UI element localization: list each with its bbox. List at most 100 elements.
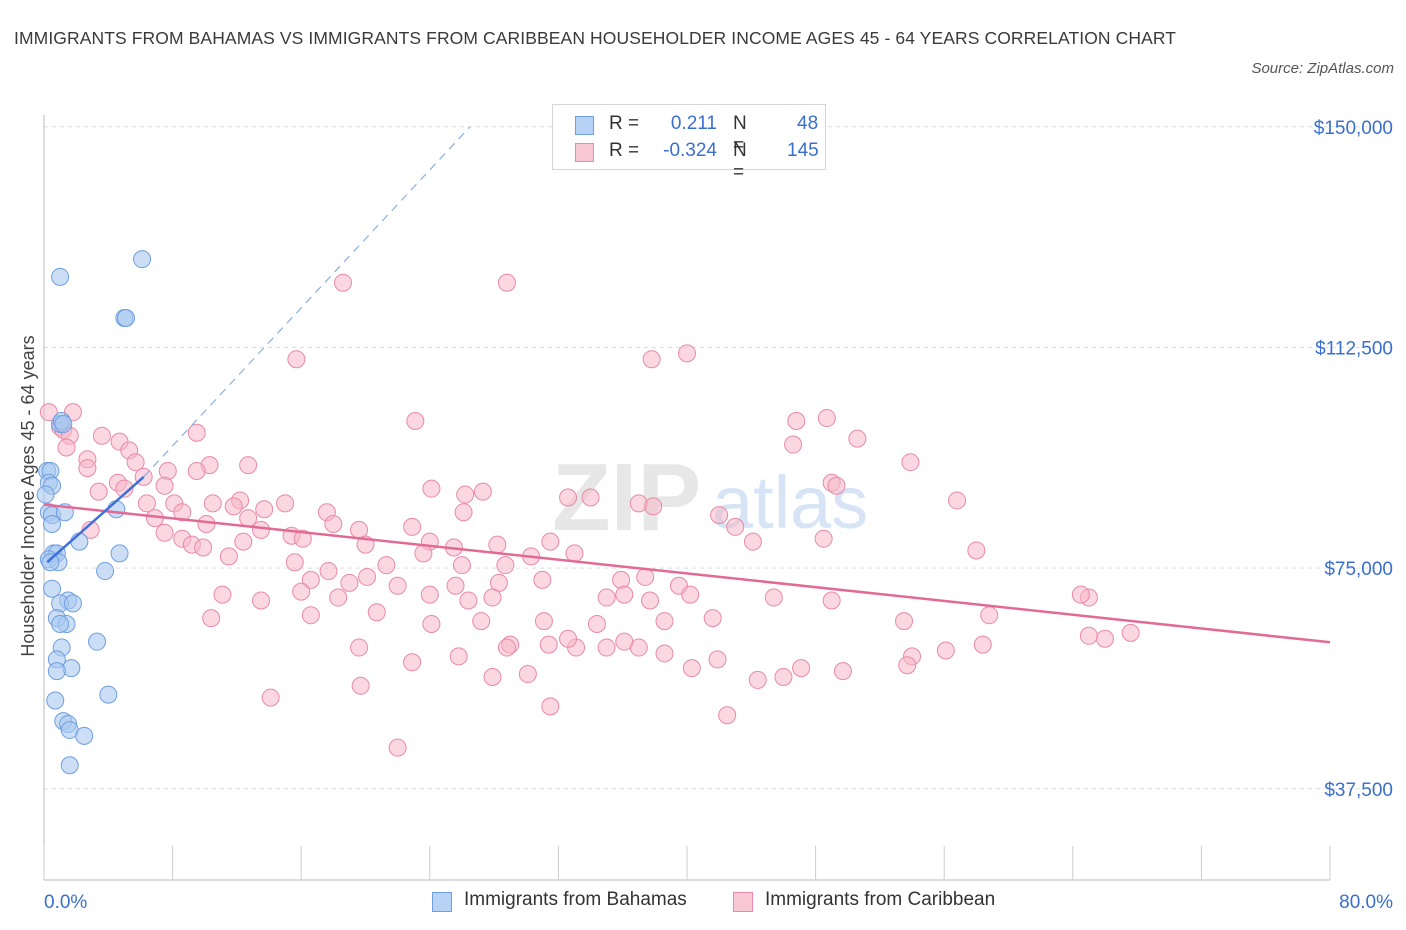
caribbean-point [898, 656, 917, 675]
caribbean-point [472, 612, 491, 631]
bahamas-point [54, 414, 73, 433]
caribbean-point [173, 503, 192, 522]
bahamas-point [75, 726, 94, 745]
caribbean-point [539, 635, 558, 654]
y-tick-label: $75,000 [1324, 559, 1393, 580]
caribbean-point [792, 659, 811, 678]
y-tick-label: $112,500 [1315, 338, 1393, 359]
caribbean-point [565, 544, 584, 563]
legend-n-label: N = [733, 113, 747, 156]
legend-n-value: 48 [797, 113, 819, 134]
caribbean-point [449, 647, 468, 666]
bahamas-point [70, 532, 89, 551]
bahamas-point [51, 267, 70, 286]
caribbean-point [351, 676, 370, 695]
caribbean-point [158, 462, 177, 481]
caribbean-point [239, 456, 258, 475]
caribbean-point [333, 273, 352, 292]
caribbean-point [488, 535, 507, 554]
bahamas-point [46, 691, 65, 710]
caribbean-point [764, 588, 783, 607]
caribbean-point [1071, 585, 1090, 604]
caribbean-point [597, 588, 616, 607]
caribbean-point [936, 641, 955, 660]
caribbean-point [350, 638, 369, 657]
bahamas-point [41, 553, 60, 572]
bahamas-point [63, 594, 82, 613]
caribbean-point [292, 582, 311, 601]
caribbean-point [324, 514, 343, 533]
caribbean-point [213, 585, 232, 604]
caribbean-point [252, 520, 271, 539]
caribbean-point [718, 706, 737, 725]
bahamas-swatch [575, 116, 594, 135]
bahamas-points [36, 250, 152, 775]
caribbean-point [202, 609, 221, 628]
caribbean-point [406, 412, 425, 430]
caribbean-point [403, 517, 422, 536]
bahamas-swatch [432, 892, 452, 912]
caribbean-point [682, 659, 701, 678]
caribbean-point [533, 570, 552, 589]
caribbean-point [597, 638, 616, 657]
caribbean-point [559, 488, 578, 507]
caribbean-point [454, 503, 473, 522]
caribbean-point [446, 576, 465, 595]
caribbean-point [126, 453, 145, 472]
gridlines [44, 126, 1392, 790]
caribbean-point [276, 494, 295, 513]
caribbean-point [636, 567, 655, 586]
caribbean-point [581, 488, 600, 507]
caribbean-point [534, 612, 553, 631]
caribbean-point [518, 665, 537, 684]
caribbean-point [967, 541, 986, 560]
legend-n-label: N = [733, 140, 747, 183]
caribbean-point [293, 529, 312, 548]
bahamas-trend-extension [143, 126, 471, 478]
caribbean-point [541, 697, 560, 716]
caribbean-point [703, 609, 722, 628]
caribbean-point [367, 603, 386, 622]
caribbean-point [642, 350, 661, 369]
y-axis-title: Householder Income Ages 45 - 64 years [18, 335, 38, 656]
x-tick-label: 80.0% [1339, 892, 1393, 913]
caribbean-point [483, 667, 502, 686]
legend: R = 0.211 N = 48 R = -0.324 N = 145 [552, 104, 826, 183]
caribbean-point [848, 429, 867, 448]
caribbean-point [203, 494, 222, 513]
bahamas-point [43, 514, 62, 533]
legend-n-value: 145 [787, 140, 819, 161]
caribbean-swatch [733, 892, 753, 912]
caribbean-point [678, 344, 696, 363]
caribbean-point [456, 485, 475, 504]
bahamas-point [96, 562, 115, 581]
caribbean-point [822, 591, 841, 610]
bahamas-point [43, 579, 62, 598]
bahamas-trend-line [46, 475, 145, 564]
caribbean-point [615, 632, 634, 651]
caribbean-point [587, 615, 606, 634]
caribbean-point [459, 591, 478, 610]
caribbean-point [234, 532, 253, 551]
caribbean-point [388, 576, 407, 595]
bahamas-point [116, 309, 135, 328]
caribbean-point [239, 509, 258, 528]
caribbean-point [774, 667, 793, 686]
caribbean-point [224, 497, 243, 516]
caribbean-point [748, 670, 767, 689]
caribbean-point [817, 409, 836, 428]
x-tick-label: 0.0% [44, 892, 87, 913]
caribbean-point [420, 585, 439, 604]
bottom-legend-caribbean-label: Immigrants from Caribbean [765, 889, 996, 910]
caribbean-point [403, 653, 422, 672]
caribbean-point [541, 532, 560, 551]
caribbean-swatch [575, 143, 594, 162]
caribbean-point [901, 453, 920, 472]
bahamas-point [47, 662, 66, 681]
caribbean-point [833, 662, 852, 681]
caribbean-point [612, 570, 631, 589]
caribbean-point [655, 612, 674, 631]
caribbean-point [137, 494, 156, 513]
caribbean-point [827, 476, 846, 495]
